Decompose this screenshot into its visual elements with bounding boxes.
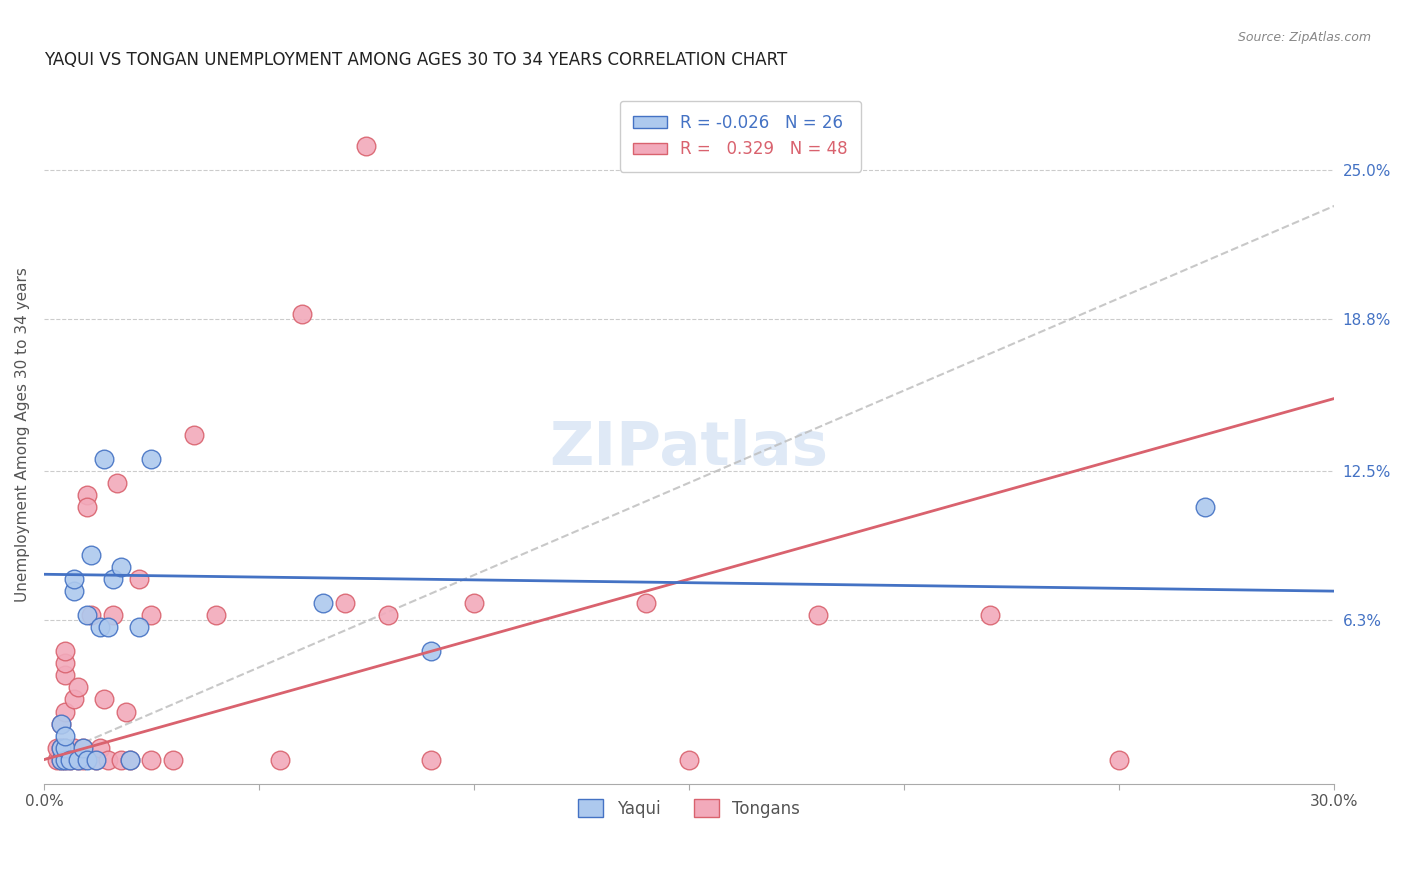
Point [128,620,150,634]
Point [89,740,111,755]
Point [636,596,658,610]
Point [55,729,77,743]
Point [162,753,184,767]
Point [80,608,103,623]
Point [420,644,443,658]
Point [72,740,94,755]
Point [76,488,98,502]
Point [80,548,103,562]
Point [49,753,72,767]
Point [55,753,77,767]
Point [1194,500,1216,514]
Text: YAQUI VS TONGAN UNEMPLOYMENT AMONG AGES 30 TO 34 YEARS CORRELATION CHART: YAQUI VS TONGAN UNEMPLOYMENT AMONG AGES … [44,51,787,69]
Legend: Yaqui, Tongans: Yaqui, Tongans [572,793,807,824]
Point [128,572,150,586]
Point [678,753,700,767]
Point [183,427,205,442]
Point [377,608,399,623]
Text: ZIPatlas: ZIPatlas [550,419,828,478]
Point [101,608,124,623]
Point [72,753,94,767]
Point [55,705,77,719]
Point [89,620,111,634]
Point [49,716,72,731]
Point [463,596,485,610]
Point [141,608,163,623]
Point [205,608,228,623]
Point [356,138,378,153]
Point [101,572,124,586]
Point [97,620,120,634]
Point [1108,753,1130,767]
Point [55,753,77,767]
Point [110,560,132,574]
Text: Source: ZipAtlas.com: Source: ZipAtlas.com [1237,31,1371,45]
Point [312,596,335,610]
Point [67,753,90,767]
Point [76,608,98,623]
Point [93,451,115,466]
Point [49,753,72,767]
Point [97,753,120,767]
Point [45,753,67,767]
Point [105,475,128,490]
Point [333,596,356,610]
Point [63,740,86,755]
Point [118,753,141,767]
Point [420,753,443,767]
Point [84,753,107,767]
Point [55,740,77,755]
Point [49,716,72,731]
Point [67,681,90,695]
Point [59,753,82,767]
Y-axis label: Unemployment Among Ages 30 to 34 years: Unemployment Among Ages 30 to 34 years [15,268,30,602]
Point [63,584,86,599]
Point [49,740,72,755]
Point [807,608,830,623]
Point [55,668,77,682]
Point [55,644,77,658]
Point [63,572,86,586]
Point [45,740,67,755]
Point [114,705,136,719]
Point [49,740,72,755]
Point [76,500,98,514]
Point [84,753,107,767]
Point [63,692,86,706]
Point [67,753,90,767]
Point [93,692,115,706]
Point [76,753,98,767]
Point [118,753,141,767]
Point [59,753,82,767]
Point [55,740,77,755]
Point [72,740,94,755]
Point [141,753,163,767]
Point [269,753,291,767]
Point [110,753,132,767]
Point [55,657,77,671]
Point [291,307,314,321]
Point [141,451,163,466]
Point [979,608,1001,623]
